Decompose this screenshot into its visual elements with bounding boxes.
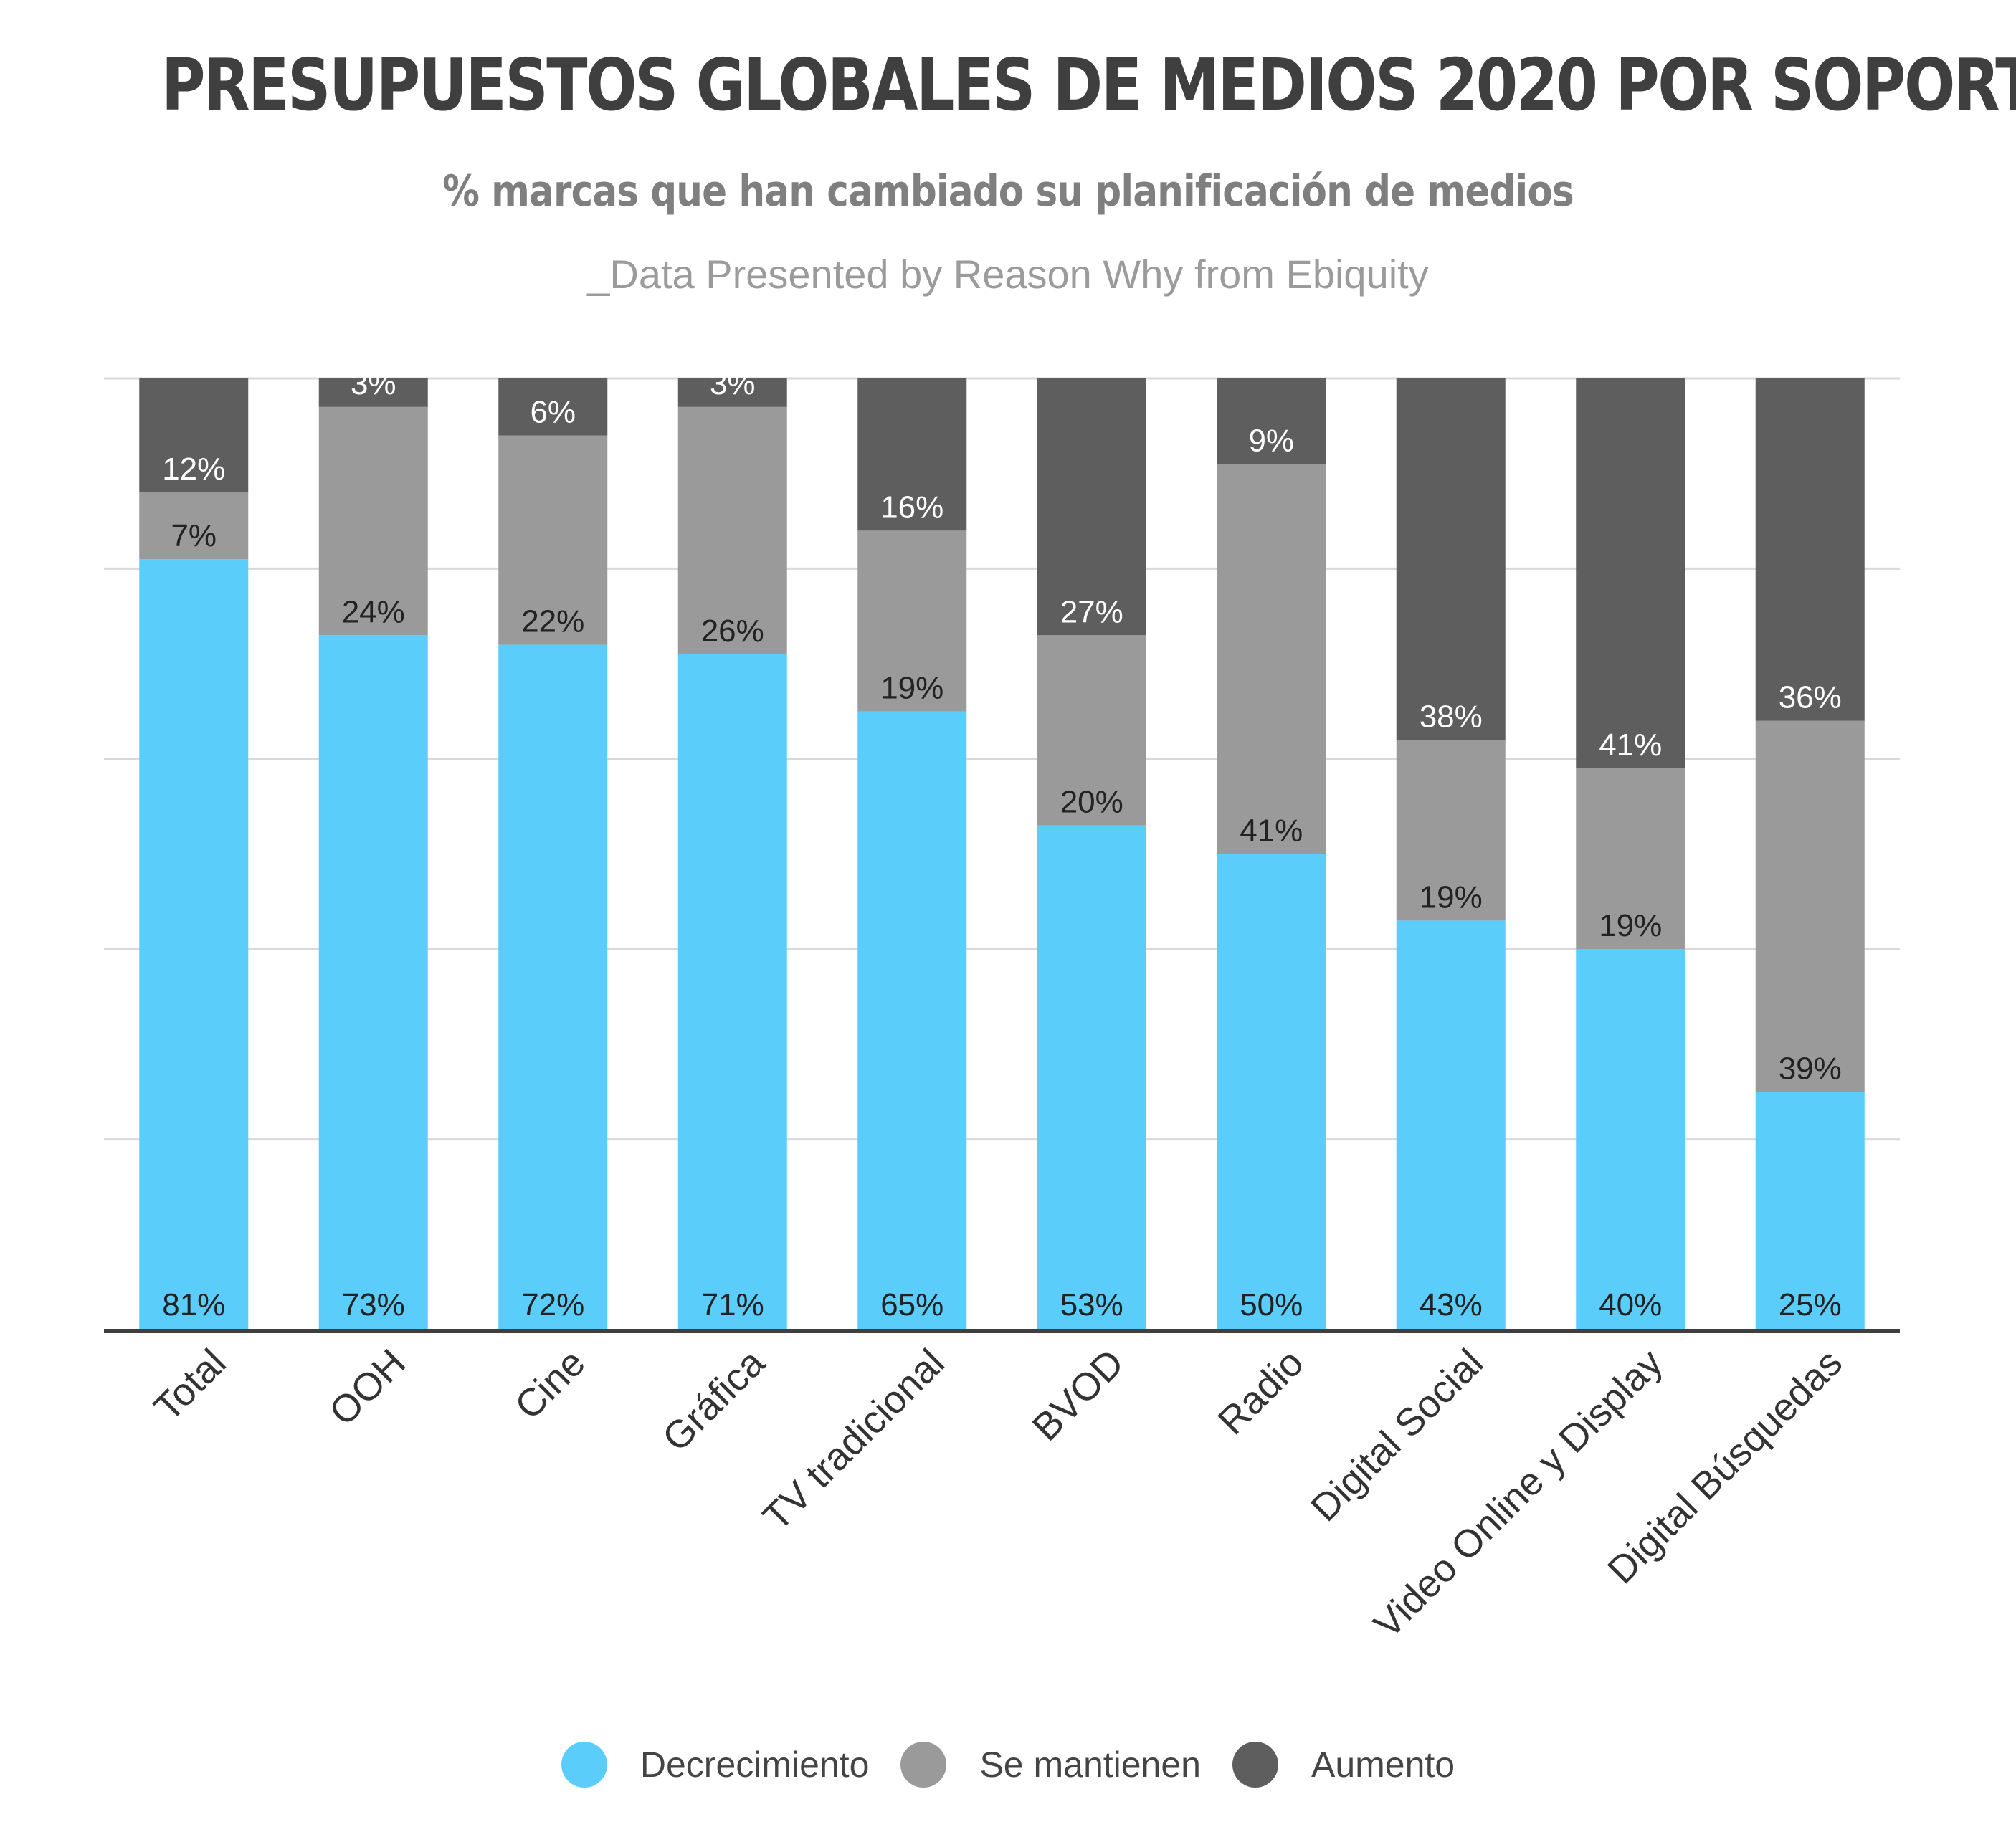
legend-item-decrecimiento: Decrecimiento bbox=[561, 1742, 870, 1788]
data-label: 71% bbox=[701, 1287, 764, 1322]
x-tick-label: OOH bbox=[321, 1341, 414, 1433]
legend-label-decrecimiento: Decrecimiento bbox=[639, 1745, 870, 1785]
bar-segment-aumento bbox=[1217, 378, 1326, 464]
data-label: 6% bbox=[530, 395, 576, 430]
bar-segment-decrecimiento bbox=[1037, 825, 1146, 1330]
bar-segment-aumento bbox=[1396, 378, 1506, 740]
data-label: 53% bbox=[1060, 1287, 1123, 1322]
bar-segment-aumento bbox=[139, 378, 249, 493]
data-label: 22% bbox=[521, 604, 584, 639]
legend-item-se-mantienen: Se mantienen bbox=[900, 1742, 1201, 1788]
bar-segment-decrecimiento bbox=[1396, 920, 1506, 1330]
bar-segment-se-mantienen bbox=[1217, 464, 1326, 854]
legend: Decrecimiento Se mantienen Aumento bbox=[0, 1742, 2016, 1788]
x-tick-label: Video Online y Display bbox=[1366, 1341, 1671, 1646]
bar-segment-aumento bbox=[498, 378, 608, 436]
data-label: 73% bbox=[342, 1287, 405, 1322]
bar-segment-aumento bbox=[857, 378, 967, 531]
bar-segment-decrecimiento bbox=[677, 654, 787, 1330]
x-tick-label: Radio bbox=[1210, 1341, 1312, 1443]
bar-segment-decrecimiento bbox=[139, 559, 249, 1330]
data-label: 40% bbox=[1599, 1287, 1662, 1322]
bar-segment-decrecimiento bbox=[498, 644, 608, 1330]
bar-segment-aumento bbox=[677, 378, 787, 407]
bar-segment-decrecimiento bbox=[1576, 949, 1685, 1330]
bar-segment-se-mantienen bbox=[1037, 635, 1146, 826]
bar-segment-aumento bbox=[1037, 378, 1146, 636]
bar-segment-se-mantienen bbox=[857, 530, 967, 712]
bar-segment-decrecimiento bbox=[857, 711, 967, 1330]
data-label: 26% bbox=[701, 614, 764, 649]
data-label: 25% bbox=[1779, 1287, 1842, 1322]
x-tick-label: Total bbox=[146, 1341, 234, 1429]
chart-subtitle: % marcas que han cambiado su planificaci… bbox=[442, 166, 1574, 216]
bar-segment-aumento bbox=[318, 378, 428, 407]
legend-label-se-mantienen: Se mantienen bbox=[979, 1745, 1201, 1785]
data-label: 50% bbox=[1240, 1287, 1303, 1322]
legend-swatch-se-mantienen bbox=[900, 1742, 947, 1788]
data-label: 81% bbox=[162, 1287, 225, 1322]
legend-swatch-aumento bbox=[1232, 1742, 1278, 1788]
x-tick-label: Cine bbox=[507, 1341, 594, 1428]
x-tick-label: Digital Social bbox=[1303, 1341, 1491, 1530]
bar-segment-se-mantienen bbox=[139, 492, 249, 560]
bar-segment-se-mantienen bbox=[677, 406, 787, 654]
data-label: 19% bbox=[1599, 908, 1662, 943]
data-label: 65% bbox=[880, 1287, 943, 1322]
bar-segment-aumento bbox=[1576, 378, 1685, 769]
data-label: 24% bbox=[342, 594, 405, 629]
x-tick-label: Gráfica bbox=[655, 1340, 774, 1459]
bar-segment-se-mantienen bbox=[1396, 740, 1506, 921]
legend-swatch-decrecimiento bbox=[561, 1742, 607, 1788]
bar-segment-aumento bbox=[1755, 378, 1865, 721]
data-label: 12% bbox=[162, 452, 225, 487]
data-label: 3% bbox=[351, 366, 396, 401]
bar-segment-se-mantienen bbox=[318, 406, 428, 636]
data-label: 16% bbox=[880, 490, 943, 525]
data-label: 20% bbox=[1060, 785, 1123, 820]
data-label: 72% bbox=[521, 1287, 584, 1322]
legend-item-aumento: Aumento bbox=[1232, 1742, 1455, 1788]
data-label: 39% bbox=[1779, 1051, 1842, 1086]
bar-segment-decrecimiento bbox=[1217, 854, 1326, 1330]
x-tick-label: TV tradicional bbox=[755, 1341, 953, 1539]
data-label: 41% bbox=[1599, 727, 1662, 763]
bar-segment-se-mantienen bbox=[1755, 720, 1865, 1092]
data-label: 3% bbox=[710, 366, 756, 401]
data-label: 7% bbox=[171, 518, 217, 553]
data-label: 19% bbox=[880, 670, 943, 705]
data-label: 27% bbox=[1060, 594, 1123, 629]
bar-segment-se-mantienen bbox=[498, 435, 608, 645]
bar-segment-decrecimiento bbox=[318, 635, 428, 1330]
data-label: 9% bbox=[1248, 423, 1294, 458]
bar-segment-decrecimiento bbox=[1755, 1092, 1865, 1330]
x-tick-label: BVOD bbox=[1024, 1341, 1133, 1449]
data-label: 38% bbox=[1420, 699, 1483, 734]
chart-source: _Data Presented by Reason Why from Ebiqu… bbox=[587, 252, 1429, 297]
data-label: 43% bbox=[1420, 1287, 1483, 1322]
legend-label-aumento: Aumento bbox=[1311, 1745, 1455, 1785]
chart-title: PRESUPUESTOS GLOBALES DE MEDIOS 2020 POR… bbox=[161, 43, 2016, 127]
bar-segment-se-mantienen bbox=[1576, 768, 1685, 950]
data-label: 41% bbox=[1240, 814, 1303, 849]
data-label: 36% bbox=[1779, 680, 1842, 715]
data-label: 19% bbox=[1420, 879, 1483, 915]
